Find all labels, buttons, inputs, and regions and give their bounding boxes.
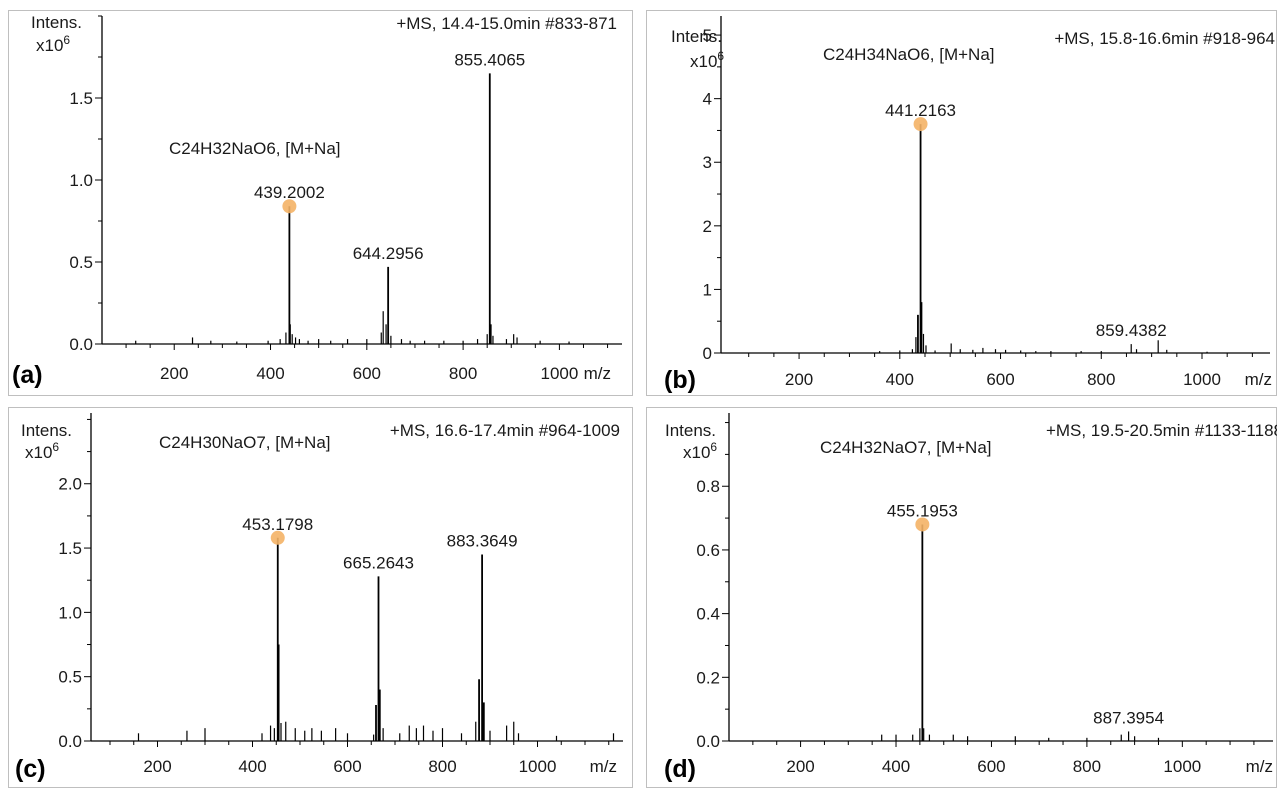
spectrum-header: +MS, 19.5-20.5min #1133-1188 [1046,421,1277,440]
x-tick-label: 400 [238,757,266,776]
peak-label: 887.3954 [1093,708,1164,727]
x-tick-label: 400 [256,364,284,383]
spectrum-plot-a: 200 400 600 800 1000 0.0 0.5 1.0 1.5 439.2002 644.… [31,13,622,383]
y-tick-label: 1.0 [58,603,82,622]
formula-annotation: C24H30NaO7, [M+Na] [159,433,331,452]
spectrum-header: +MS, 15.8-16.6min #918-964 [1054,29,1275,48]
peak-label: 439.2002 [254,183,325,202]
y-tick-label: 1.5 [58,539,82,558]
x-axis-title: m/z [1245,370,1272,389]
y-axis-unit: x106 [36,33,70,55]
y-tick-label: 4 [703,90,712,109]
y-tick-label: 0.0 [58,732,82,751]
x-tick-label: 800 [428,757,456,776]
x-tick-label: 400 [886,370,914,389]
x-axis-title: m/z [1246,757,1273,776]
spectrum-panel-b: 200 400 600 800 1000 0 1 2 3 4 5 441.2163 859.4382 In… [646,10,1277,396]
peak-label: 855.4065 [454,50,525,69]
x-axis-title: m/z [590,757,617,776]
y-tick-label: 2 [703,217,712,236]
peak-label: 859.4382 [1096,321,1167,340]
x-axis-title: m/z [584,364,611,383]
y-axis-unit: x106 [690,49,724,71]
peak-label: 644.2956 [353,244,424,263]
x-tick-label: 1000 [519,757,557,776]
y-axis-exponent: 6 [63,33,70,47]
x-tick-label: 200 [143,757,171,776]
peak-label: 883.3649 [447,531,518,550]
peak-label: 455.1953 [887,501,958,520]
y-axis-title: Intens. [665,421,716,440]
precursor-marker [915,517,930,532]
y-axis-exponent: 6 [717,49,724,63]
formula-annotation: C24H34NaO6, [M+Na] [823,45,995,64]
y-tick-label: 1.0 [69,171,93,190]
x-tick-label: 800 [1087,370,1115,389]
y-tick-label: 0.8 [696,477,720,496]
y-tick-label: 3 [703,153,712,172]
spectrum-panel-c: 200 400 600 800 1000 0.0 0.5 1.0 1.5 2.0 453.1798 6… [8,407,633,788]
x-tick-label: 400 [882,757,910,776]
y-tick-label: 0.5 [58,668,82,687]
panel-label: (d) [664,755,696,783]
spectrum-panel-d: 200 400 600 800 1000 0.0 0.2 0.4 0.6 0.8 455.1953 8… [646,407,1277,788]
peak-label: 453.1798 [242,515,313,534]
x-tick-label: 600 [977,757,1005,776]
x-tick-label: 600 [333,757,361,776]
x-tick-label: 600 [353,364,381,383]
x-tick-label: 800 [1073,757,1101,776]
spectrum-plot-d: 200 400 600 800 1000 0.0 0.2 0.4 0.6 0.8 455.1953 8… [665,413,1277,776]
x-tick-label: 600 [986,370,1014,389]
y-axis-title: Intens. [21,421,72,440]
y-tick-label: 2.0 [58,475,82,494]
x-tick-label: 1000 [1183,370,1221,389]
x-tick-label: 1000 [540,364,578,383]
y-tick-label: 5 [703,26,712,45]
x-tick-label: 1000 [1163,757,1201,776]
panel-label: (c) [15,755,46,783]
peak-label: 441.2163 [885,101,956,120]
y-axis-unit: x106 [683,440,717,462]
y-tick-label: 0 [703,344,712,363]
y-axis-unit: x106 [25,440,59,462]
panel-label: (a) [12,361,43,389]
y-axis-exponent: 6 [52,440,59,454]
precursor-marker [913,117,928,132]
spectrum-plot-c: 200 400 600 800 1000 0.0 0.5 1.0 1.5 2.0 453.1798 6… [21,413,623,776]
panel-label: (b) [664,366,696,394]
x-tick-label: 200 [160,364,188,383]
precursor-marker [270,530,285,545]
peak-label: 665.2643 [343,553,414,572]
precursor-marker [282,199,297,214]
formula-annotation: C24H32NaO7, [M+Na] [820,438,992,457]
spectrum-header: +MS, 14.4-15.0min #833-871 [396,14,617,33]
y-tick-label: 0.0 [69,335,93,354]
y-tick-label: 0.6 [696,541,720,560]
spectrum-plot-b: 200 400 600 800 1000 0 1 2 3 4 5 441.2163 859.4382 In… [671,16,1275,389]
y-tick-label: 0.5 [69,253,93,272]
y-tick-label: 1.5 [69,89,93,108]
formula-annotation: C24H32NaO6, [M+Na] [169,139,341,158]
x-tick-label: 800 [449,364,477,383]
y-tick-label: 0.4 [696,605,720,624]
y-axis-title: Intens. [671,27,722,46]
x-tick-label: 200 [786,757,814,776]
y-axis-title: Intens. [31,13,82,32]
x-tick-label: 200 [785,370,813,389]
y-tick-label: 0.2 [696,668,720,687]
spectrum-panel-a: 200 400 600 800 1000 0.0 0.5 1.0 1.5 439.2002 644.… [8,10,633,396]
y-tick-label: 1 [703,280,712,299]
spectrum-header: +MS, 16.6-17.4min #964-1009 [390,421,620,440]
y-tick-label: 0.0 [696,732,720,751]
y-axis-exponent: 6 [710,440,717,454]
